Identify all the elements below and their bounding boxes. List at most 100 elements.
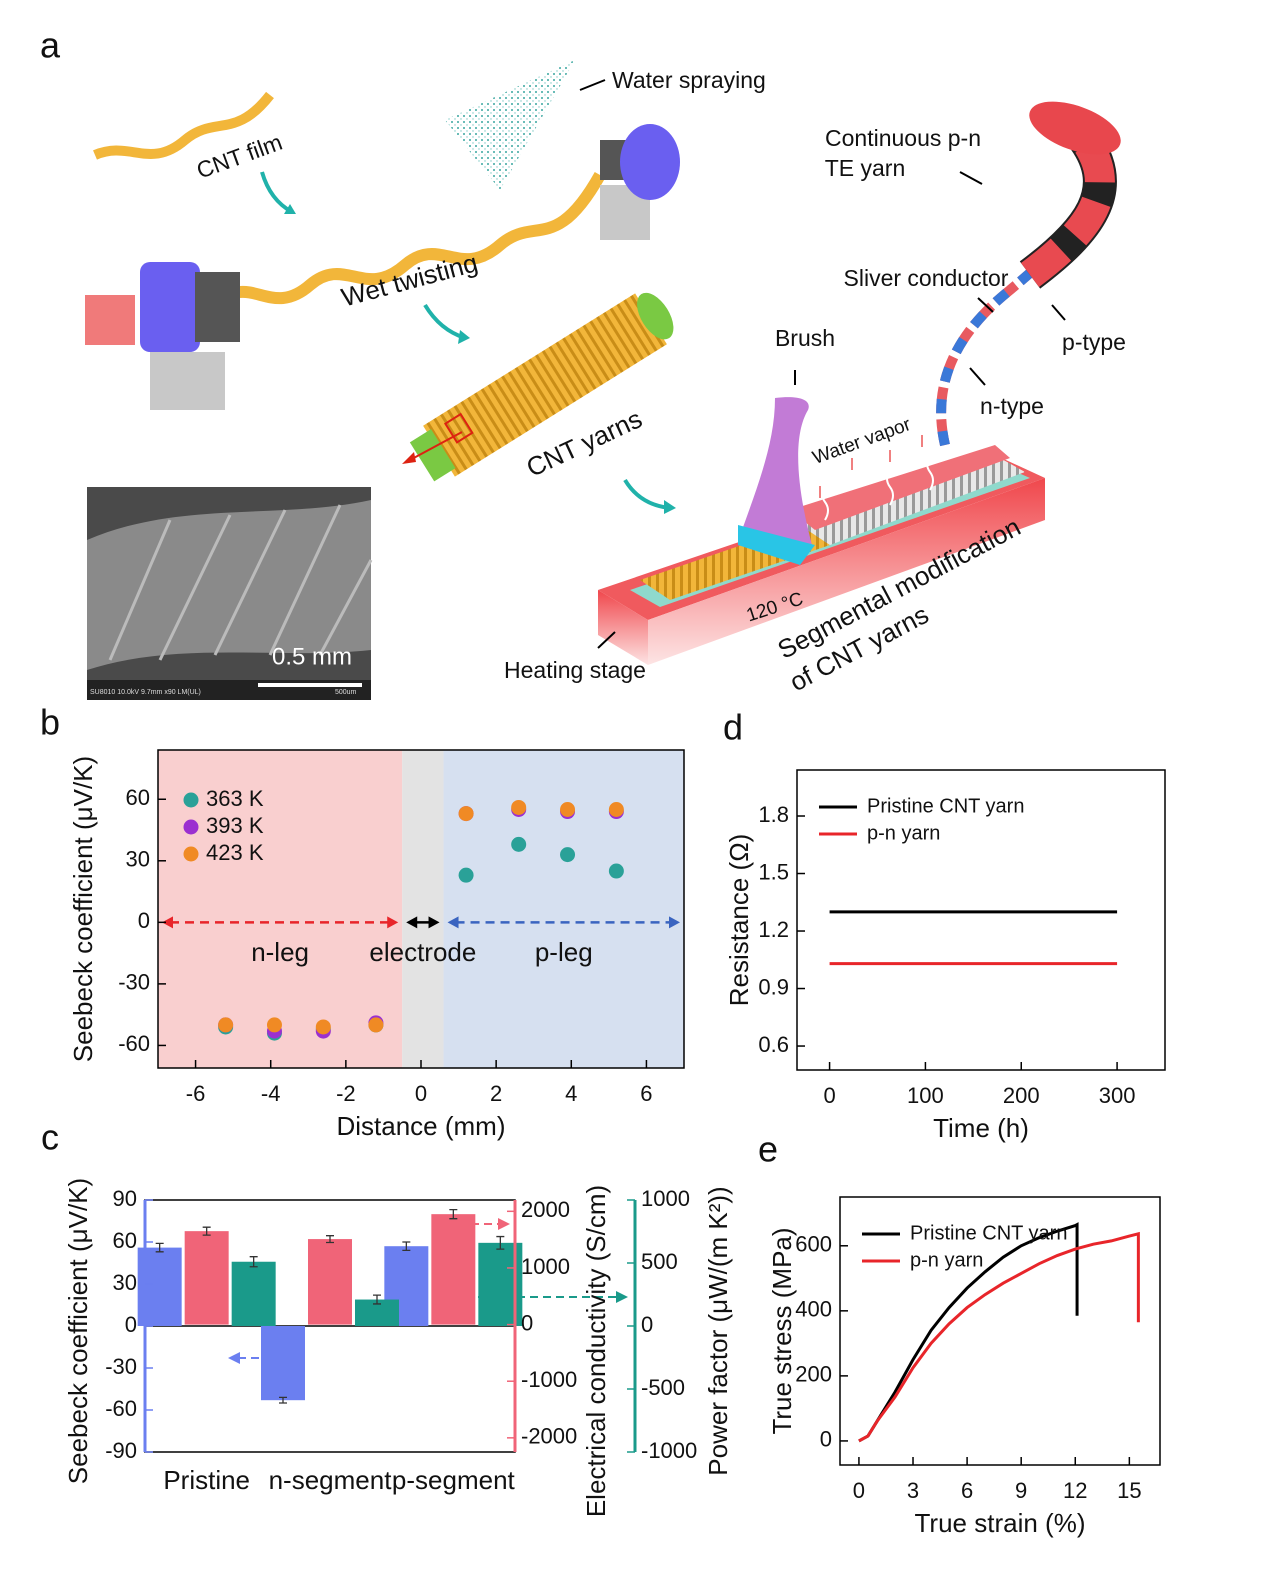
vapor [821, 453, 934, 521]
y-tick-label: -30 [105, 1354, 137, 1379]
error-bar [155, 1242, 164, 1253]
point [511, 799, 527, 815]
y-tick-label: 0.9 [758, 974, 789, 999]
y-axis-label: Seebeck coefficient (μV/K) [68, 756, 98, 1062]
arrow-head [228, 1352, 240, 1364]
cnt-film [93, 91, 274, 160]
bar [431, 1214, 476, 1325]
x-tick-label: 200 [1003, 1083, 1040, 1108]
panel-letter: e [758, 1129, 778, 1170]
x-tick-label: p-segment [392, 1465, 516, 1495]
y-axis-label: True stress (MPa) [767, 1227, 797, 1434]
arrow [409, 431, 463, 461]
y-tick-label: 0 [521, 1310, 533, 1335]
x-tick-label: 3 [907, 1478, 919, 1503]
panel-letter: b [40, 702, 60, 743]
y-axis-label: Seebeck coefficient (μV/K) [63, 1178, 93, 1484]
point [608, 863, 624, 879]
y-tick-label: -1000 [521, 1367, 577, 1392]
plot-frame [839, 1196, 1161, 1466]
stage-side [598, 590, 648, 665]
legend-label: Pristine CNT yarn [910, 1222, 1067, 1244]
legend-marker [183, 846, 199, 862]
bar [184, 1231, 229, 1325]
twisted-yarn [210, 172, 606, 310]
y-tick-label: 1000 [641, 1186, 690, 1211]
point [511, 836, 527, 852]
highlight [443, 412, 474, 444]
label: n-type [980, 393, 1044, 419]
arrow-head [284, 204, 296, 214]
y-axis-label: Power factor (μW/(m K²)) [703, 1186, 733, 1475]
y-tick-label: 500 [641, 1249, 678, 1274]
motor [195, 272, 240, 342]
x-axis-label: Time (h) [933, 1113, 1029, 1143]
panel-letter: d [723, 707, 743, 748]
x-tick-label: Pristine [163, 1465, 250, 1495]
arrow-head [447, 916, 459, 929]
motor [140, 262, 200, 352]
label: Continuous p-n [825, 125, 981, 151]
x-tick-label: -4 [261, 1081, 281, 1106]
cnt-yarn-roll [409, 292, 674, 482]
bar [308, 1239, 352, 1325]
y-axis-label: Electrical conductivity (S/cm) [581, 1185, 611, 1517]
y-tick-label: 400 [795, 1297, 832, 1322]
x-tick-label: 6 [961, 1478, 973, 1503]
x-tick-label: -2 [336, 1081, 356, 1106]
region [158, 750, 403, 1068]
plot-frame [796, 769, 1166, 1071]
x-tick-label: 300 [1099, 1083, 1136, 1108]
point [218, 1017, 234, 1033]
legend-marker [183, 819, 199, 835]
brush [742, 397, 812, 545]
panel-letter: c [41, 1117, 59, 1158]
point [368, 1017, 384, 1033]
point [560, 801, 576, 817]
region [402, 750, 444, 1068]
x-tick-label: 6 [640, 1081, 652, 1106]
pointer [977, 297, 994, 313]
y-tick-label: -500 [641, 1375, 685, 1400]
y-tick-label: 0 [641, 1312, 653, 1337]
label: Water spraying [612, 67, 766, 93]
point [315, 1019, 331, 1035]
point [266, 1017, 282, 1033]
y-tick-label: 0 [138, 908, 150, 933]
x-tick-label: 4 [565, 1081, 577, 1106]
region [443, 750, 684, 1068]
sem-info: 500um [335, 689, 357, 696]
yarn-end [1029, 101, 1121, 155]
point [458, 806, 474, 822]
spray [445, 60, 575, 190]
arrow-head [387, 916, 399, 929]
y-tick-label: -90 [105, 1438, 137, 1463]
x-tick-label: n-segment [269, 1465, 393, 1495]
y-tick-label: 0.6 [758, 1032, 789, 1057]
bar [231, 1261, 276, 1326]
error-bar [279, 1396, 287, 1404]
x-tick-label: 12 [1063, 1478, 1087, 1503]
legend-label: 423 K [206, 840, 264, 865]
legend-label: p-n yarn [867, 822, 940, 844]
y-axis-label: Resistance (Ω) [724, 834, 754, 1007]
error-bar [402, 1241, 411, 1252]
arrow [423, 303, 466, 340]
arrow-head [162, 916, 173, 929]
y-tick-label: 1000 [521, 1254, 570, 1279]
yarn-array [800, 458, 1025, 545]
label: Heating stage [504, 657, 646, 683]
error-bar [373, 1294, 381, 1305]
y-tick-label: 30 [126, 847, 150, 872]
point [608, 801, 624, 817]
legend-label: p-n yarn [910, 1249, 983, 1271]
label: Brush [775, 325, 835, 351]
sem-info: SU8010 10.0kV 9.7mm x90 LM(UL) [90, 689, 201, 696]
arrow [623, 478, 671, 510]
rod [409, 429, 456, 482]
y-tick-label: -60 [118, 1031, 150, 1056]
y-tick-label: 30 [113, 1270, 137, 1295]
point [560, 847, 576, 863]
pointer [1051, 304, 1066, 321]
x-tick-label: 0 [823, 1083, 835, 1108]
